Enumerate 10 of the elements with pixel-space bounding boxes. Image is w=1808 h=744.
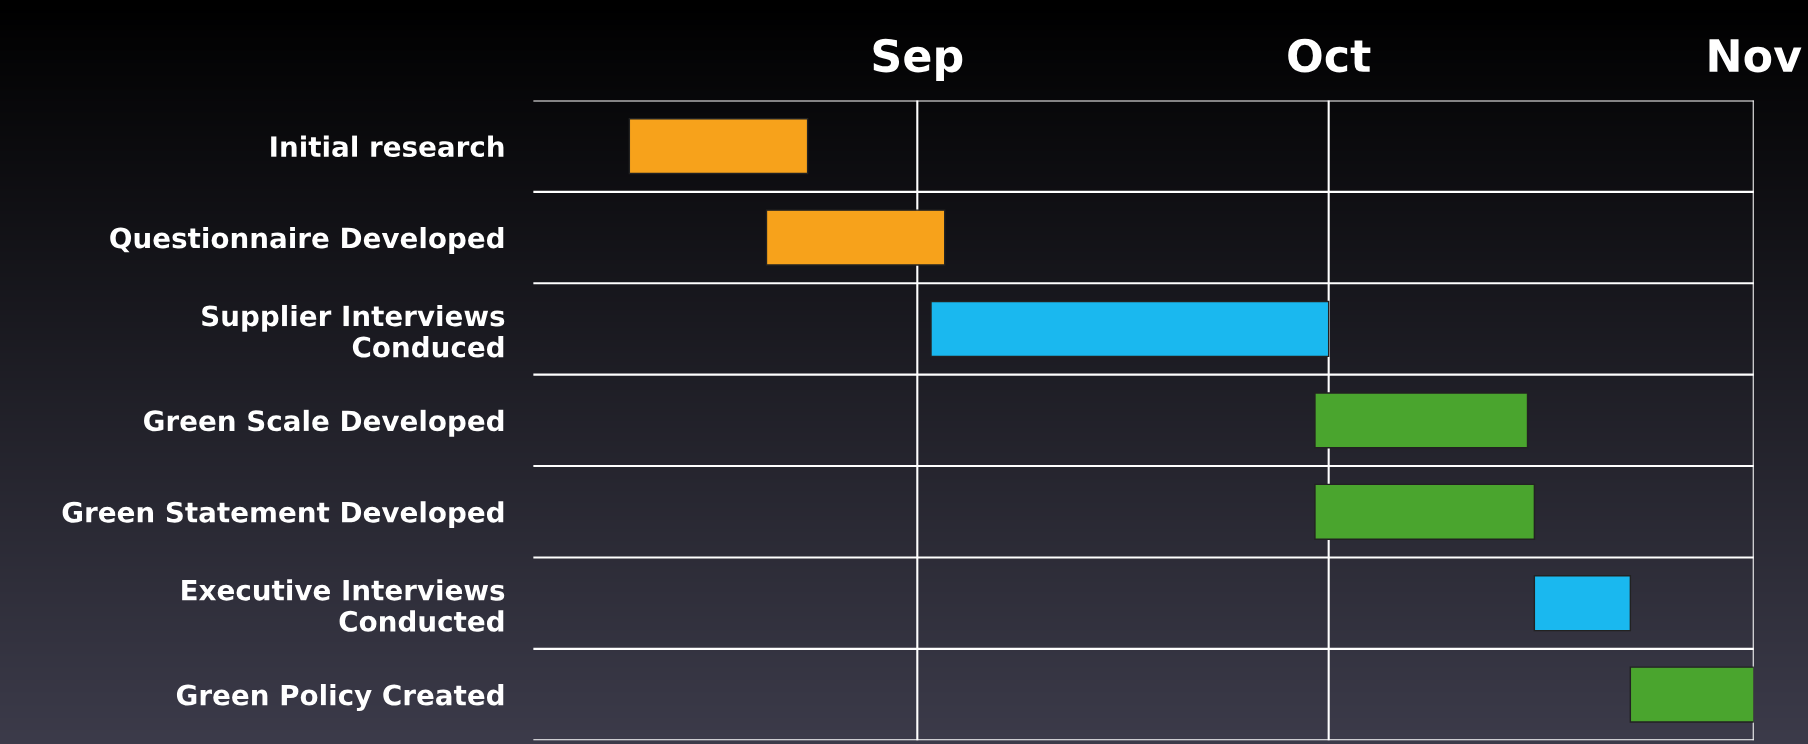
y-tick-label: Initial research [271,135,504,158]
x-tick-label: Nov [1709,39,1802,73]
y-tick-label: Supplier Interviews Conduced [202,304,505,358]
x-tick-label: Sep [873,38,963,81]
y-tick-label: Executive Interviews Conducted [182,579,505,632]
y-tick-label: Questionnaire Developed [110,227,504,254]
y-tick-label: Green Policy Created [176,684,504,712]
y-tick-label: Green Statement Developed [62,501,504,529]
y-tick-label: Green Scale Developed [144,409,504,437]
x-tick-label: Oct [1288,38,1371,73]
